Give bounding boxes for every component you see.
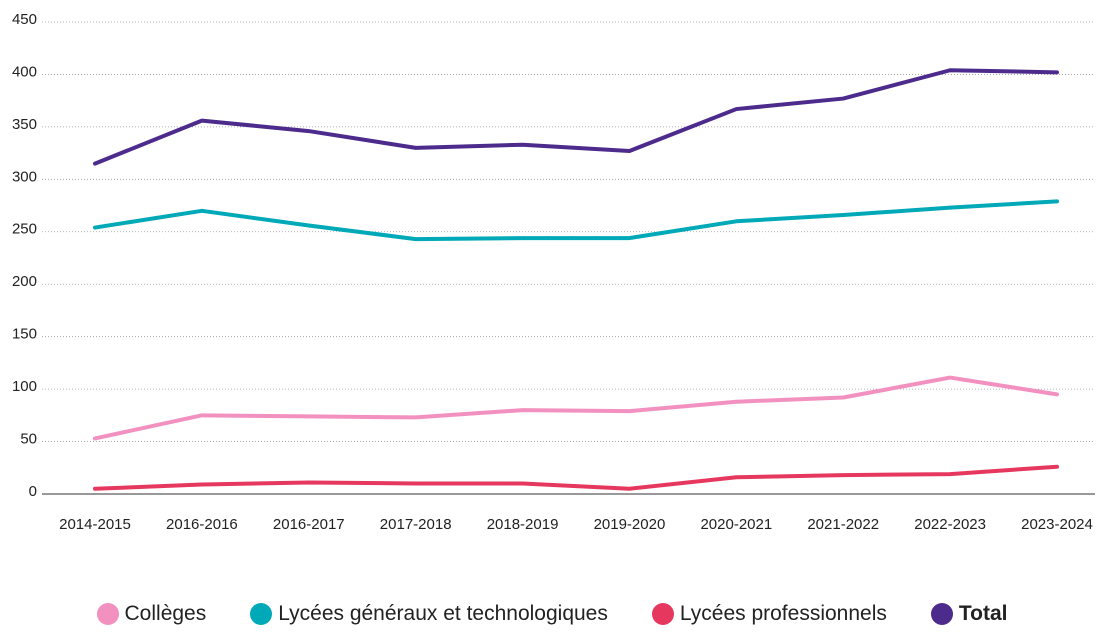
legend-label: Total (958, 602, 1008, 625)
y-tick-label: 300 (12, 168, 37, 185)
legend: Collèges Lycées généraux et technologique… (0, 596, 1104, 632)
y-tick-label: 400 (12, 63, 37, 80)
legend-swatch (651, 603, 674, 625)
x-tick-label: 2020-2021 (700, 516, 772, 533)
x-tick-label: 2016-2016 (166, 516, 238, 533)
series-line (93, 375, 1059, 441)
legend-label: Lycées professionnels (679, 602, 887, 625)
legend-item: Lycées généraux et technologiques (250, 602, 608, 626)
y-tick-label: 150 (12, 326, 37, 343)
x-tick-label: 2016-2017 (273, 516, 345, 533)
legend-label: Lycées généraux et technologiques (278, 602, 608, 625)
legend-item: Total (930, 602, 1008, 626)
x-tick-label: 2019-2020 (594, 516, 666, 533)
x-tick-label: 2022-2023 (914, 516, 986, 533)
x-tick-label: 2014-2015 (59, 516, 131, 533)
series-line (93, 464, 1059, 491)
legend-swatch (930, 603, 953, 625)
chart: 0 50 100 150 200 250 300 350 400 450 2014-2015 2016… (12, 11, 1095, 533)
y-tick-label: 450 (12, 11, 37, 28)
y-tick-label: 200 (12, 273, 37, 290)
series-line (93, 199, 1059, 242)
y-tick-label: 0 (29, 483, 37, 500)
legend-swatch (96, 603, 119, 625)
y-tick-label: 50 (20, 431, 37, 448)
x-tick-label: 2017-2018 (380, 516, 452, 533)
legend-label: Collèges (124, 602, 207, 625)
x-tick-label: 2018-2019 (487, 516, 559, 533)
x-tick-label: 2023-2024 (1021, 516, 1093, 533)
legend-item: Lycées professionnels (651, 602, 887, 626)
legend-item: Collèges (96, 602, 207, 626)
legend-swatch (250, 603, 273, 625)
y-tick-label: 100 (12, 378, 37, 395)
y-tick-label: 350 (12, 116, 37, 133)
x-tick-label: 2021-2022 (807, 516, 879, 533)
series-line (93, 68, 1059, 166)
y-tick-label: 250 (12, 221, 37, 238)
